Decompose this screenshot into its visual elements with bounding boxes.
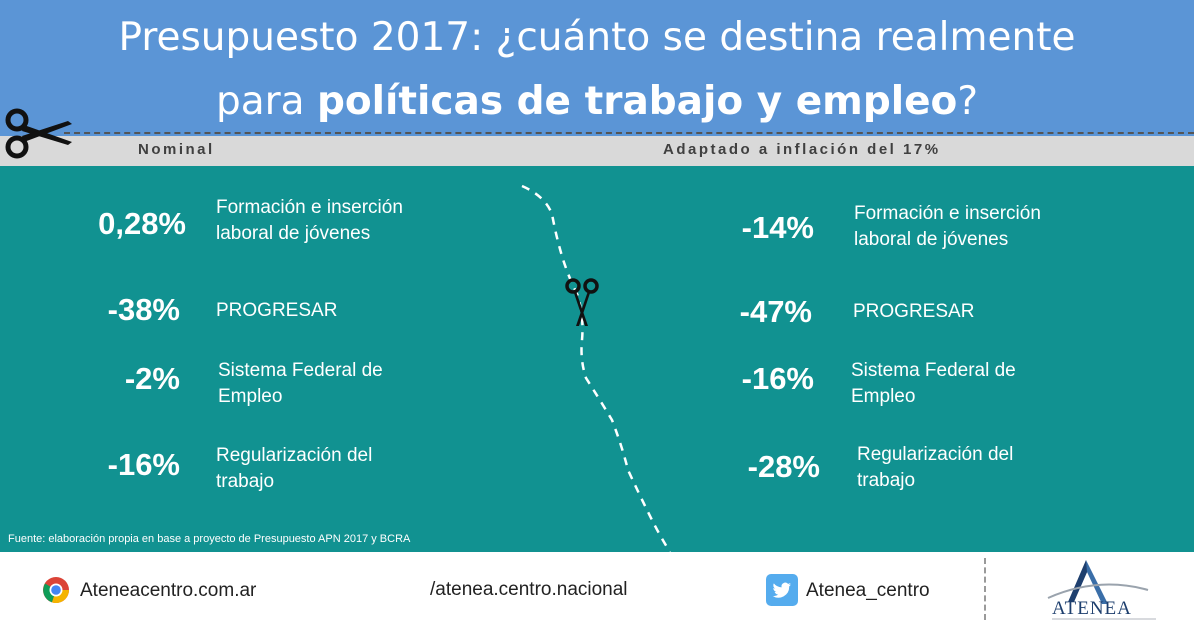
adjusted-pct-4: -28% [747, 449, 820, 484]
title-line-2-pre: para [215, 79, 317, 124]
atenea-logo: ATENEA [1047, 560, 1156, 620]
subheader-nominal: Nominal [138, 141, 215, 158]
nominal-pct-3: -2% [124, 361, 180, 396]
twitter-handle[interactable]: Atenea_centro [806, 580, 930, 601]
title-line-2: para políticas de trabajo y empleo? [0, 76, 1194, 128]
adjusted-label-2: PROGRESAR [853, 301, 975, 322]
source-note: Fuente: elaboración propia en base a pro… [8, 533, 411, 545]
chrome-icon [43, 577, 70, 604]
adjusted-pct-1: -14% [741, 210, 814, 245]
nominal-label-2: PROGRESAR [216, 300, 338, 321]
footer-divider [984, 558, 986, 620]
nominal-label-3: Sistema Federal de Empleo [218, 360, 383, 407]
nominal-pct-4: -16% [107, 447, 180, 482]
cut-path [521, 184, 672, 552]
subheader-bar [0, 136, 1194, 166]
nominal-label-1: Formación e inserción laboral de jóvenes [216, 197, 403, 244]
nominal-label-4: Regularización del trabajo [216, 445, 373, 492]
adjusted-pct-3: -16% [741, 361, 814, 396]
adjusted-label-4: Regularización del trabajo [857, 444, 1014, 491]
adjusted-label-3: Sistema Federal de Empleo [851, 360, 1016, 407]
adjusted-label-1: Formación e inserción laboral de jóvenes [854, 203, 1041, 250]
twitter-icon [766, 574, 798, 606]
nominal-pct-2: -38% [107, 292, 180, 327]
subheader-adjusted: Adaptado a inflación del 17% [663, 141, 941, 158]
adjusted-pct-2: -47% [739, 294, 812, 329]
nominal-pct-1: 0,28% [98, 206, 186, 241]
header-banner [0, 0, 1194, 136]
scissors-icon-small [565, 278, 599, 326]
logo-text: ATENEA [1052, 598, 1132, 619]
cut-line [64, 132, 1194, 134]
title-line-2-bold: políticas de trabajo y empleo [316, 79, 958, 124]
scissors-icon [5, 108, 72, 159]
title-line-2-post: ? [957, 79, 979, 124]
title-line-1: Presupuesto 2017: ¿cuánto se destina rea… [118, 15, 1076, 60]
facebook-link[interactable]: /atenea.centro.nacional [430, 579, 628, 600]
main-panel [0, 166, 1194, 552]
website-link[interactable]: Ateneacentro.com.ar [80, 580, 257, 601]
footer [0, 552, 1194, 627]
